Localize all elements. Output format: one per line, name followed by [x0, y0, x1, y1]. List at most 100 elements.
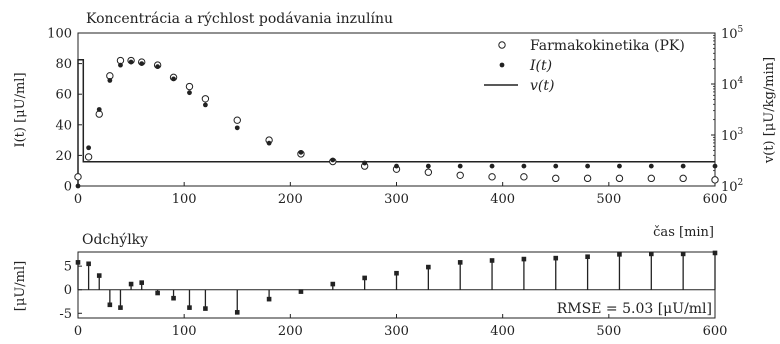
residual-x-tick-label: 300: [384, 324, 409, 339]
pk-point: [583, 174, 592, 183]
residual-point: [107, 302, 113, 308]
pk-point: [84, 153, 93, 161]
main-marks: [74, 56, 719, 189]
residual-point: [585, 254, 590, 260]
i-point: [330, 157, 336, 163]
legend-marker-i: [499, 62, 505, 68]
main-y-tick-label: 20: [55, 149, 72, 164]
main-x-tick-label: 200: [278, 192, 303, 207]
residual-point: [155, 290, 160, 296]
residual-x-tick-label: 600: [703, 324, 728, 339]
legend-label-pk: Farmakokinetika (PK): [530, 38, 685, 54]
residual-x-tick-label: 200: [278, 324, 303, 339]
right-y-tick-label: 103: [721, 127, 744, 144]
i-point: [234, 125, 240, 131]
i-point: [107, 78, 113, 83]
i-point: [118, 62, 123, 68]
residual-x-tick-label: 0: [74, 324, 82, 339]
pk-point: [456, 171, 464, 179]
residual-y-ticks: -5 0 5: [59, 260, 82, 322]
i-point: [139, 61, 145, 66]
main-x-tick-label: 0: [74, 192, 82, 207]
main-y-tick-label: 80: [55, 57, 72, 72]
i-point: [712, 163, 718, 169]
residual-point: [394, 270, 399, 276]
residual-point: [171, 295, 176, 301]
residual-point: [712, 250, 718, 256]
pk-point: [74, 173, 82, 181]
main-x-ticks: 0 100 200 300 400 500 600: [74, 182, 728, 207]
i-point: [128, 59, 134, 65]
residual-y-tick-label: 5: [64, 260, 72, 275]
pk-point: [520, 173, 528, 181]
residual-point: [96, 273, 102, 278]
right-y-tick-label: 105: [721, 25, 744, 42]
right-y-tick-label: 102: [721, 178, 743, 195]
residual-point: [139, 280, 144, 285]
residual-x-ticks: 0 100 200 300 400 500 600: [74, 314, 728, 339]
main-plot-frame: [77, 32, 716, 187]
residual-panel: Odchýlky 0 100 200 300 400 500 600 -505 [μU/ml…: [13, 231, 727, 339]
residual-x-tick-label: 500: [596, 324, 621, 339]
pk-point: [488, 173, 496, 181]
main-y-tick-label: 60: [55, 88, 72, 103]
residual-point: [553, 255, 559, 261]
i-point: [203, 102, 208, 108]
residual-point: [75, 260, 81, 265]
legend-label-v: v(t): [530, 78, 554, 94]
residual-point: [86, 261, 91, 267]
main-right-y-label: v(t) [μU/kg/min]: [762, 57, 777, 164]
x-axis-label: čas [min]: [653, 225, 714, 240]
residual-point: [649, 251, 654, 257]
residual-point: [118, 305, 123, 310]
main-x-tick-label: 600: [703, 192, 728, 207]
main-x-tick-label: 100: [172, 192, 197, 207]
main-y-tick-label: 40: [55, 118, 72, 133]
residual-point: [203, 306, 208, 311]
residual-point: [457, 260, 463, 265]
i-point: [648, 163, 654, 169]
residual-x-tick-label: 400: [490, 324, 515, 339]
residual-y-tick-label: 0: [64, 283, 72, 298]
main-title: Koncentrácia a rýchlost podávania inzulí…: [86, 10, 393, 27]
i-point: [96, 107, 102, 112]
pk-point: [647, 174, 655, 183]
i-point: [187, 90, 192, 96]
i-point: [553, 163, 559, 169]
residual-point: [489, 258, 495, 263]
residual-y-label: [μU/ml]: [13, 261, 28, 311]
pk-point: [679, 174, 687, 183]
pk-point: [185, 82, 194, 91]
residual-point: [234, 310, 240, 315]
i-point: [266, 140, 272, 146]
i-point: [298, 149, 304, 155]
pk-point: [233, 116, 241, 124]
residual-x-tick-label: 100: [172, 324, 197, 339]
residual-point: [330, 281, 336, 287]
legend-marker-pk: [498, 41, 506, 49]
main-x-tick-label: 400: [490, 192, 515, 207]
main-right-ticks: 102 103 104 105: [711, 25, 744, 195]
residual-point: [266, 296, 272, 302]
residual-title: Odchýlky: [82, 231, 148, 248]
i-point: [521, 163, 527, 169]
legend: Farmakokinetika (PK) I(t) v(t): [484, 38, 685, 94]
legend-label-i: I(t): [529, 58, 552, 74]
residual-point: [298, 289, 304, 294]
main-y-label: I(t) [μU/ml]: [13, 72, 28, 147]
i-point: [680, 163, 686, 169]
main-x-tick-label: 300: [384, 192, 409, 207]
v-line: [77, 58, 715, 186]
residual-marks: [75, 250, 718, 315]
i-point: [155, 64, 161, 70]
residual-point: [617, 252, 622, 257]
main-y-ticks: 0 20 40 60 80 100: [47, 27, 82, 195]
residual-point: [187, 305, 192, 310]
rmse-annotation: RMSE = 5.03 [μU/ml]: [557, 301, 712, 317]
pk-point: [615, 174, 624, 183]
residual-point: [426, 264, 431, 270]
i-point: [489, 163, 495, 169]
residual-point: [128, 281, 134, 287]
main-y-tick-label: 100: [47, 27, 72, 42]
residual-point: [680, 251, 686, 257]
